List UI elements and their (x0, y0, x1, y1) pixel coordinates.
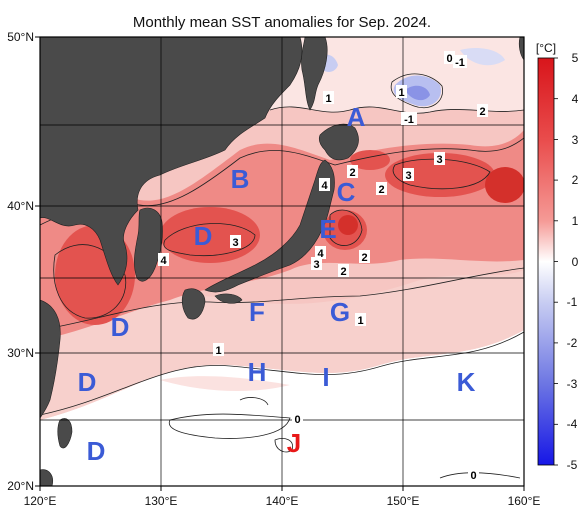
contour-label: 1 (396, 85, 407, 99)
colorbar-tick: 5 (572, 51, 579, 65)
map-plot-area: 0 -1 1 1 2 -1 3 2 4 2 3 3 4 4 2 3 2 1 1 … (40, 37, 524, 486)
latitude-labels: 50°N 40°N 30°N 20°N (7, 30, 34, 493)
land (40, 37, 524, 486)
colorbar: [°C] 5 4 3 2 1 0 -1 -2 -3 -4 -5 (536, 41, 579, 472)
contour-label: 2 (376, 182, 387, 196)
svg-text:0: 0 (470, 470, 476, 482)
svg-text:4: 4 (317, 248, 324, 260)
svg-text:0: 0 (294, 414, 300, 426)
contour-label: 3 (434, 152, 445, 166)
svg-text:2: 2 (361, 252, 367, 264)
colorbar-unit: [°C] (536, 41, 556, 55)
svg-text:3: 3 (436, 154, 442, 166)
contour-label: 4 (315, 246, 326, 260)
svg-text:1: 1 (325, 93, 331, 105)
longitude-labels: 120°E 130°E 140°E 150°E 160°E (24, 494, 541, 508)
svg-text:-1: -1 (455, 57, 465, 69)
svg-text:1: 1 (215, 345, 221, 357)
contour-label: -1 (453, 55, 467, 69)
svg-text:1: 1 (357, 315, 363, 327)
contour-labels: 0 -1 1 1 2 -1 3 2 4 2 3 3 4 4 2 3 2 1 1 … (158, 51, 488, 482)
contour-label: 2 (477, 104, 488, 118)
contour-label: 3 (230, 235, 241, 249)
map-title: Monthly mean SST anomalies for Sep. 2024… (133, 14, 431, 31)
region-label-d: D (87, 436, 106, 466)
contour-label: 1 (323, 91, 334, 105)
colorbar-tick: -1 (567, 295, 578, 309)
region-label-d: D (78, 367, 97, 397)
svg-text:1: 1 (398, 87, 404, 99)
region-label-d: D (194, 221, 213, 251)
svg-text:3: 3 (405, 170, 411, 182)
svg-text:-1: -1 (404, 114, 414, 126)
region-label-f: F (249, 297, 265, 327)
svg-text:2: 2 (349, 167, 355, 179)
region-label-i: I (322, 362, 329, 392)
region-label-h: H (248, 357, 267, 387)
contour-label: 3 (403, 168, 414, 182)
svg-text:0: 0 (446, 53, 452, 65)
region-label-c: C (337, 177, 356, 207)
colorbar-tick: 3 (572, 133, 579, 147)
lon-label: 120°E (24, 494, 57, 508)
lat-label: 50°N (7, 30, 34, 44)
contour-label: -1 (401, 112, 417, 126)
contour-label: 2 (338, 264, 349, 278)
colorbar-tick: -2 (567, 336, 578, 350)
svg-text:3: 3 (313, 259, 319, 271)
contour-label: 2 (359, 250, 370, 264)
svg-text:2: 2 (378, 184, 384, 196)
region-label-g: G (330, 297, 350, 327)
colorbar-tick: -4 (567, 417, 578, 431)
colorbar-tick: 4 (572, 92, 579, 106)
lon-label: 140°E (266, 494, 299, 508)
contour-label: 1 (213, 343, 224, 357)
lon-label: 150°E (387, 494, 420, 508)
region-label-k: K (457, 367, 476, 397)
contour-label: 0 (444, 51, 455, 65)
region-label-j: J (287, 428, 301, 458)
colorbar-tick: 2 (572, 173, 579, 187)
colorbar-tick: -3 (567, 377, 578, 391)
colorbar-tick: -5 (567, 458, 578, 472)
lat-label: 20°N (7, 479, 34, 493)
region-label-a: A (347, 102, 366, 132)
colorbar-tick: 0 (572, 255, 579, 269)
region-label-d: D (111, 312, 130, 342)
contour-label: 0 (292, 412, 303, 426)
tick-marks (35, 36, 525, 491)
graticule (40, 37, 524, 486)
svg-text:3: 3 (232, 237, 238, 249)
region-label-e: E (319, 214, 336, 244)
lon-label: 160°E (508, 494, 541, 508)
region-labels: A B C D D D D E F G H I J K (78, 102, 476, 466)
lat-label: 40°N (7, 199, 34, 213)
region-label-b: B (231, 164, 250, 194)
svg-text:2: 2 (340, 266, 346, 278)
contour-label: 2 (347, 165, 358, 179)
contour-label: 0 (468, 468, 479, 482)
svg-text:2: 2 (479, 106, 485, 118)
contour-label: 4 (319, 178, 330, 192)
lat-label: 30°N (7, 346, 34, 360)
contour-label: 4 (158, 253, 169, 267)
lon-label: 130°E (145, 494, 178, 508)
colorbar-tick: 1 (572, 214, 579, 228)
contour-label: 3 (311, 257, 322, 271)
svg-text:4: 4 (321, 180, 328, 192)
contour-label: 1 (355, 313, 366, 327)
svg-text:4: 4 (160, 255, 167, 267)
